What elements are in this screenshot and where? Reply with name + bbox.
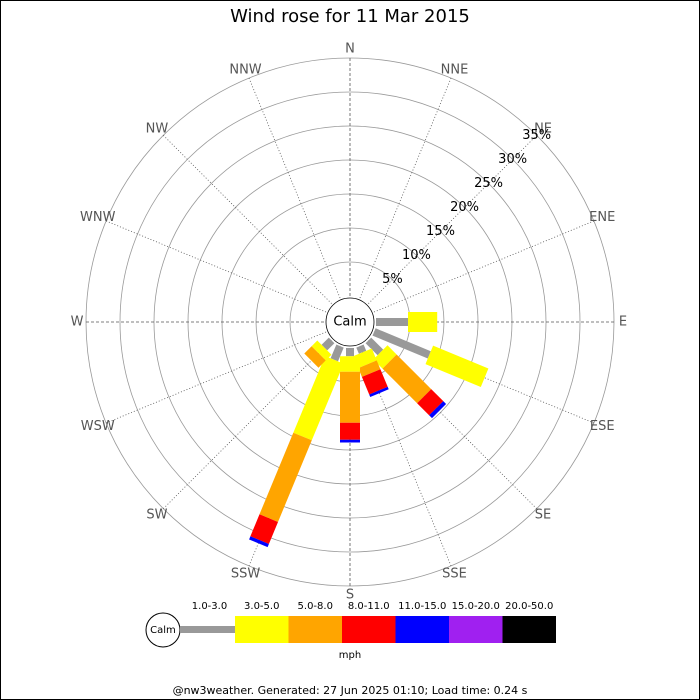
calm-label: Calm: [333, 315, 366, 330]
r-tick-label: 30%: [498, 152, 527, 167]
rose-segment: [417, 389, 444, 416]
rose-segment: [293, 356, 344, 441]
legend-unit: mph: [339, 650, 361, 661]
direction-label: S: [346, 588, 354, 603]
r-tick-label: 15%: [426, 224, 455, 239]
direction-label: NW: [146, 121, 169, 136]
rose-segment: [356, 344, 367, 354]
direction-label: WSW: [81, 419, 115, 434]
legend-swatch: [342, 616, 396, 643]
legend-label: 11.0-15.0: [398, 601, 446, 612]
rose-segment: [340, 422, 360, 440]
rose-segment: [340, 356, 360, 372]
rose-segment: [249, 536, 269, 548]
legend-label: 1.0-3.0: [192, 601, 227, 612]
direction-label: SSE: [442, 567, 467, 582]
direction-label: ENE: [589, 210, 615, 225]
rose-segment: [346, 348, 354, 357]
spoke: [105, 220, 327, 313]
rose-segment: [376, 318, 408, 326]
legend-swatch: [502, 616, 556, 643]
direction-label: NNE: [441, 62, 469, 77]
direction-label: NE: [534, 121, 552, 136]
direction-label: ESE: [590, 419, 615, 434]
rose-segment: [372, 328, 431, 359]
legend-swatch: [180, 626, 235, 633]
rose-segment: [358, 360, 381, 377]
legend-label: 20.0-50.0: [505, 601, 553, 612]
spoke: [373, 220, 595, 313]
rose-segment: [429, 401, 447, 419]
legend-calm-label: Calm: [150, 625, 176, 636]
grid-ring: [119, 91, 581, 553]
legend-label: 3.0-5.0: [244, 601, 279, 612]
direction-label: SSW: [231, 567, 261, 582]
spoke: [163, 340, 332, 509]
spoke: [359, 77, 452, 299]
direction-label: N: [345, 42, 355, 57]
direction-label: W: [71, 315, 84, 330]
calm-circle: [325, 297, 375, 347]
rose-segment: [311, 340, 332, 361]
legend-label: 5.0-8.0: [298, 601, 333, 612]
legend-swatch: [449, 616, 503, 643]
legend-swatch: [395, 616, 449, 643]
r-tick-label: 10%: [402, 248, 431, 263]
direction-label: SE: [535, 508, 551, 523]
direction-label: NNW: [229, 62, 261, 77]
rose-segment: [321, 337, 335, 351]
legend-swatch: [235, 616, 289, 643]
rose-segment: [382, 354, 432, 404]
r-tick-label: 5%: [382, 272, 403, 287]
rose-segment: [304, 346, 326, 368]
rose-segment: [340, 439, 360, 443]
rose-segment: [425, 345, 489, 387]
spoke: [163, 135, 332, 304]
direction-label: E: [619, 315, 627, 330]
spoke: [105, 331, 327, 424]
chart-title: Wind rose for 11 Mar 2015: [230, 6, 470, 27]
footer: @nw3weather. Generated: 27 Jun 2025 01:1…: [173, 684, 528, 697]
spoke: [368, 135, 537, 304]
legend-label: 15.0-20.0: [452, 601, 500, 612]
rose-segment: [340, 371, 360, 423]
legend-label: 8.0-11.0: [348, 601, 390, 612]
r-tick-label: 25%: [474, 176, 503, 191]
rose-segment: [250, 514, 278, 544]
rose-segment: [369, 386, 389, 397]
legend-swatch: [288, 616, 342, 643]
rose-segment: [330, 344, 344, 362]
rose-segment: [408, 312, 438, 332]
direction-label: WNW: [80, 210, 116, 225]
direction-label: SW: [146, 508, 167, 523]
r-tick-label: 20%: [450, 200, 479, 215]
rose-segment: [373, 345, 397, 369]
spoke: [248, 77, 341, 299]
rose-segment: [361, 369, 388, 395]
r-tick-label: 35%: [522, 128, 551, 143]
rose-segment: [259, 432, 312, 522]
rose-segment: [365, 337, 384, 356]
